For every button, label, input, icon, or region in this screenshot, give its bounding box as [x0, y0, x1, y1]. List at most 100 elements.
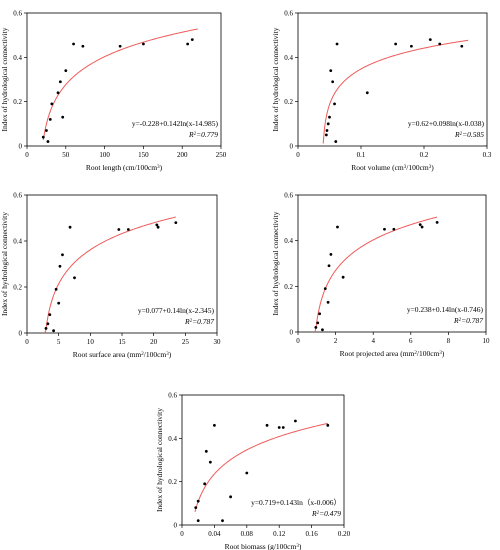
- x-tick-label: 0.12: [273, 530, 286, 538]
- x-tick-label: 0.1: [357, 151, 366, 159]
- data-point: [54, 287, 58, 291]
- r-squared-label: R2=0.779: [188, 130, 218, 139]
- y-axis-label: Index of hydrological connectivity: [271, 211, 280, 315]
- r-squared-label: R2=0.787: [453, 316, 483, 325]
- y-tick-label: 0: [174, 522, 178, 530]
- data-point: [190, 38, 194, 41]
- panel-root-surface-area: 0 5 10 15 20 25 30 0 0.2 0.4 0.6 Root surface area …: [0, 192, 221, 360]
- x-axis-label: Root length (cm/100cm3): [86, 163, 163, 172]
- data-point: [245, 471, 249, 475]
- data-point: [394, 42, 398, 46]
- data-point: [460, 44, 464, 48]
- data-point: [174, 221, 178, 225]
- data-point: [281, 426, 285, 429]
- x-axis-label: Root projected area (mm2/100cm3): [340, 349, 445, 358]
- data-point: [117, 228, 121, 231]
- data-point: [294, 419, 297, 423]
- y-tick-label: 0.2: [13, 98, 22, 106]
- data-point: [435, 221, 439, 224]
- data-point: [329, 252, 333, 256]
- x-tick-label: 0.04: [208, 530, 221, 538]
- data-point: [324, 133, 328, 137]
- x-tick-label: 0.3: [483, 151, 492, 159]
- x-tick-label: 2: [334, 337, 338, 345]
- panel-root-volume: 0 0.1 0.2 0.3 0 0.2 0.4 0.6 Root volume (cm3/100…: [271, 10, 492, 173]
- x-tick-label: 6: [409, 337, 413, 345]
- data-point: [321, 328, 324, 332]
- data-point: [61, 253, 64, 257]
- data-point: [194, 506, 198, 510]
- y-tick-label: 0.6: [13, 192, 22, 200]
- y-tick-label: 0.4: [13, 54, 22, 62]
- x-tick-label: 30: [214, 338, 222, 346]
- x-tick-label: 4: [371, 337, 375, 345]
- data-point: [64, 69, 68, 73]
- y-tick-label: 0.6: [168, 392, 177, 400]
- plot-frame: [297, 194, 487, 333]
- x-axis-label: Root biomass (g/100cm3): [225, 542, 302, 550]
- y-tick-label: 0.4: [168, 435, 177, 443]
- data-point: [48, 118, 52, 121]
- data-point: [327, 264, 331, 268]
- r-squared-label: R2=0.479: [311, 509, 341, 518]
- data-point: [56, 91, 60, 95]
- plot-frame: [181, 394, 345, 526]
- plot-frame: [26, 12, 222, 147]
- y-tick-label: 0.2: [13, 284, 22, 292]
- plot-frame: [297, 12, 488, 147]
- x-tick-label: 20: [150, 338, 158, 346]
- fit-curve: [322, 39, 469, 144]
- x-tick-label: 100: [99, 151, 110, 159]
- data-point: [208, 460, 212, 464]
- y-tick-label: 0.4: [284, 237, 293, 245]
- panel-root-projected-area: 0 2 4 6 8 10 0 0.2 0.4 0.6 Root projected area (mm…: [271, 192, 490, 359]
- data-point: [326, 423, 330, 427]
- data-point: [45, 129, 48, 132]
- data-point: [58, 80, 62, 84]
- fit-curve: [44, 216, 176, 334]
- panel-root-length: 0 50 100 150 200 250 0 0.2 0.4 0.6 Root length (cm…: [0, 10, 227, 173]
- data-point: [73, 276, 76, 280]
- y-tick-label: 0.6: [284, 192, 293, 200]
- equation-label: y=0.238+0.14ln(x-0.746): [407, 305, 484, 314]
- data-point: [329, 69, 333, 73]
- data-point: [333, 102, 336, 106]
- y-axis-label: Index of hydrological connectivity: [271, 27, 280, 131]
- equation-label: y=0.077+0.14ln(x-2.345): [138, 306, 215, 315]
- data-point: [418, 223, 422, 227]
- x-axis-label: Root surface area (mm2/100cm3): [73, 350, 172, 359]
- data-point: [328, 115, 331, 119]
- data-point: [326, 300, 330, 304]
- y-tick-label: 0.4: [13, 238, 22, 246]
- x-tick-label: 250: [216, 151, 227, 159]
- data-point: [196, 519, 200, 523]
- y-tick-label: 0: [19, 143, 23, 151]
- data-point: [314, 326, 318, 329]
- x-tick-label: 0.20: [338, 530, 351, 538]
- data-point: [142, 42, 145, 46]
- data-point: [44, 327, 48, 330]
- data-point: [50, 102, 54, 106]
- data-point: [126, 228, 130, 231]
- y-tick-label: 0: [290, 329, 294, 337]
- data-point: [326, 122, 330, 126]
- data-point: [428, 38, 432, 41]
- x-tick-label: 0.2: [420, 151, 429, 159]
- x-tick-label: 0.08: [241, 530, 254, 538]
- x-axis-label: Root volume (cm3/100cm3): [351, 163, 434, 172]
- equation-label: y=-0.228+0.142ln(x-14.985): [132, 119, 219, 128]
- y-axis-label: Index of hydrological connectivity: [155, 408, 164, 512]
- data-point: [68, 225, 72, 229]
- data-point: [318, 312, 322, 316]
- data-point: [58, 264, 62, 268]
- data-point: [420, 225, 424, 229]
- x-tick-label: 15: [119, 338, 127, 346]
- data-point: [316, 321, 320, 325]
- data-point: [410, 44, 413, 48]
- x-tick-label: 0.16: [305, 530, 318, 538]
- data-point: [48, 313, 52, 316]
- data-point: [392, 227, 396, 231]
- data-point: [204, 449, 208, 453]
- data-point: [365, 91, 369, 95]
